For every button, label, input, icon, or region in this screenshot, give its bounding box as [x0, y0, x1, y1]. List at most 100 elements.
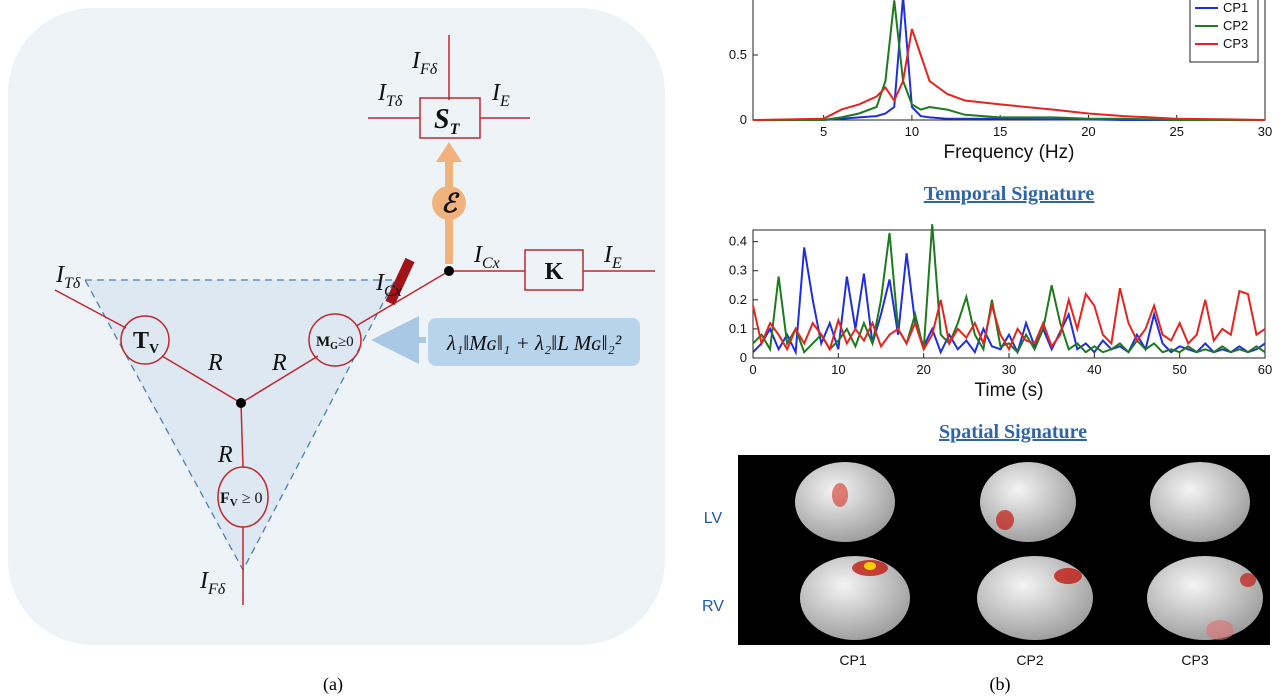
label: ITδ: [377, 80, 403, 110]
series-line: [752, 247, 1266, 356]
x-tick-label: 10: [831, 362, 845, 377]
node: MG≥0: [316, 334, 354, 352]
y-tick-label: 0.1: [729, 321, 747, 336]
node-main: F: [220, 490, 230, 507]
label-main: I: [55, 262, 65, 288]
labels: IFδ ITδ IE ICx IE ICx ITδ IFδ ST ℰ K TV …: [55, 48, 622, 598]
x-tick-label: 5: [820, 124, 827, 139]
label-sub: Cx: [482, 255, 500, 272]
y-tick-label: 0.5: [729, 47, 747, 62]
label-main: I: [377, 80, 387, 106]
legend: CP1 CP2 CP3: [1189, 0, 1259, 63]
chart: Temporal Signature Time (s) 0 10 20 30 40 50 60 0…: [729, 183, 1272, 401]
label-sub: Tδ: [64, 275, 81, 292]
node-main: K: [545, 259, 564, 285]
triangle: [83, 279, 397, 572]
node-sub: V: [149, 342, 159, 357]
series-line: [752, 287, 1266, 352]
junction: [444, 266, 454, 276]
edge-label: R: [207, 350, 223, 376]
label-sub: Fδ: [207, 581, 226, 598]
label: IFδ: [411, 48, 438, 78]
row-label: LV: [704, 510, 723, 527]
label-main: I: [603, 242, 613, 268]
label: IE: [603, 242, 622, 272]
brain: [1147, 556, 1263, 640]
edge-label: R: [217, 442, 233, 468]
column-label: CP2: [1016, 652, 1043, 668]
label-main: I: [375, 270, 385, 296]
plot-area: [752, 0, 1266, 121]
y-tick-label: 0.4: [729, 234, 747, 249]
x-tick-label: 40: [1087, 362, 1101, 377]
brain: [1150, 462, 1250, 542]
activation: [832, 483, 848, 507]
formula: λ₁‖Mɢ‖₁ + λ₂‖L Mɢ‖₂²: [446, 331, 622, 355]
activation: [996, 510, 1014, 530]
label-sub: Fδ: [419, 61, 438, 78]
node: FV ≥ 0: [220, 490, 263, 509]
node: TV: [133, 328, 159, 357]
node: K: [545, 259, 564, 285]
activation: [1206, 620, 1234, 640]
label-main: I: [199, 568, 209, 594]
brains: [795, 462, 1263, 640]
spatial-title: Spatial Signature: [939, 421, 1087, 443]
diagram: IFδ ITδ IE ICx IE ICx ITδ IFδ ST ℰ K TV …: [8, 8, 665, 695]
x-tick-label: 30: [1002, 362, 1016, 377]
column-label: CP3: [1181, 652, 1208, 668]
column-label: CP1: [839, 652, 866, 668]
label: IFδ: [199, 568, 226, 598]
node: ST: [434, 104, 461, 138]
x-tick-label: 50: [1172, 362, 1186, 377]
spatial: Spatial Signature LV RV CP1 CP2 CP3 (b): [702, 421, 1270, 695]
splitter: [385, 257, 415, 306]
node-main: S: [434, 104, 450, 135]
label-main: I: [491, 80, 501, 106]
label-main: I: [411, 48, 421, 74]
formula-box: [428, 318, 640, 366]
column-labels: CP1 CP2 CP3: [839, 652, 1208, 668]
x-axis-label: Frequency (Hz): [944, 142, 1075, 163]
y-tick-label: 0.2: [729, 292, 747, 307]
brain: [800, 556, 910, 640]
row-label: RV: [702, 598, 724, 615]
edge-label: R: [271, 350, 287, 376]
legend-box: [1189, 0, 1259, 63]
series-line: [753, 0, 1265, 121]
series-line: [753, 0, 1265, 121]
label-sub: E: [611, 255, 622, 272]
chart: Frequency (Hz) 5 10 15 20 25 30 0 0.5 CP1 CP2 CP3: [729, 0, 1272, 163]
x-tick-label: 0: [749, 362, 756, 377]
x-tick-label: 30: [1258, 124, 1272, 139]
brain: [980, 462, 1076, 542]
activation: [864, 562, 876, 570]
chart-title: Temporal Signature: [924, 183, 1095, 205]
edges: [54, 35, 655, 605]
plot-area: [752, 229, 1266, 359]
legend-label: CP2: [1223, 18, 1248, 33]
junction: [236, 398, 246, 408]
node-sub: T: [450, 121, 461, 138]
label: ICx: [375, 270, 402, 300]
label-sub: Cx: [384, 283, 402, 300]
node: ℰ: [441, 189, 460, 218]
legend-label: CP3: [1223, 36, 1248, 51]
legend-label: CP1: [1223, 0, 1248, 15]
node-rest: ≥0: [338, 334, 354, 350]
caption: (a): [323, 674, 343, 695]
series-line: [752, 28, 1266, 121]
node-sub: V: [230, 497, 238, 509]
activation: [1054, 568, 1082, 584]
node-main: ℰ: [441, 189, 460, 218]
energy-node: [432, 186, 466, 220]
activation: [1240, 573, 1256, 587]
y-tick-label: 0.3: [729, 263, 747, 278]
brain: [977, 556, 1093, 640]
caption: (b): [990, 674, 1011, 695]
x-tick-label: 60: [1258, 362, 1272, 377]
x-tick-label: 10: [905, 124, 919, 139]
y-tick-label: 0: [740, 350, 747, 365]
y-tick-label: 0: [740, 112, 747, 127]
